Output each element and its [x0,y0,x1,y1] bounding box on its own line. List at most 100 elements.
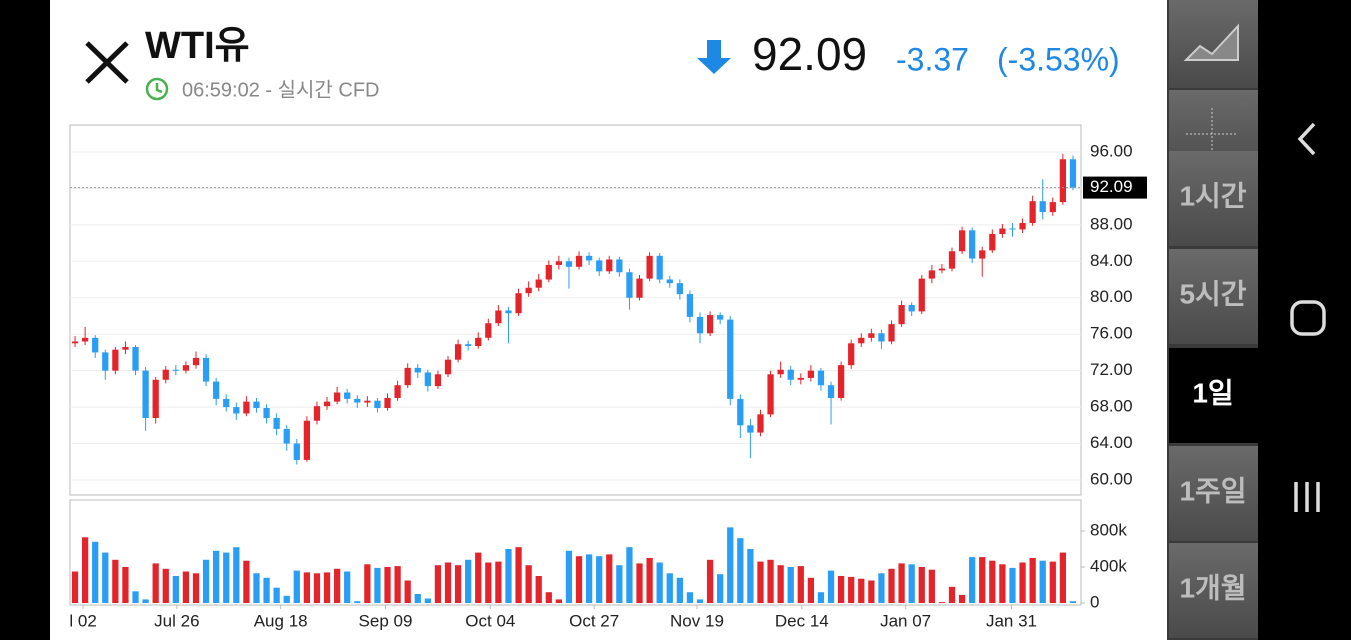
candle-body [515,293,522,314]
close-button[interactable] [85,41,129,84]
volume-bar [122,566,129,604]
candle-body [837,365,845,398]
candle-body [323,401,331,407]
candle-body [293,443,300,460]
candle-body [868,333,875,338]
volume-bar [1059,552,1067,604]
volume-bar [1049,561,1056,604]
candle-body [989,233,996,251]
volume-bar [535,576,542,604]
volume-bar [555,599,563,604]
y-tick-label: 84.00 [1090,251,1133,270]
x-tick-label: Sep 09 [359,611,413,630]
candle-body [807,370,815,378]
x-tick-label: Jan 07 [880,611,931,630]
candle-body [797,377,804,380]
volume-bar [848,576,855,604]
candle-body [142,370,149,419]
candle-body [485,323,492,338]
volume-bar [192,573,200,604]
volume-bar [495,561,502,604]
timeframe-button[interactable] [1169,348,1258,443]
volume-bar [132,591,139,604]
volume-bar [1069,601,1077,604]
volume-bar [747,548,754,604]
candle-body [958,230,966,252]
y-tick-label: 68.00 [1090,397,1133,416]
candle-body [243,401,250,414]
candle-body [757,414,764,433]
volume-bar [475,552,482,604]
candle-body [253,401,260,408]
x-tick-label: l 02 [69,611,96,630]
price: 92.09 [752,28,867,80]
volume-bar [1019,562,1026,604]
timeframe-button[interactable] [1169,249,1258,344]
volume-bar [575,556,583,604]
candle-body [636,278,643,298]
down-arrow [697,40,731,74]
candle-body [344,392,351,399]
timeframe-button[interactable] [1169,543,1258,638]
x-tick-label: Jul 26 [154,611,199,630]
volume-bar [888,568,895,604]
candle-body [1029,201,1036,224]
candle-body [787,369,794,380]
chart-panel [50,0,1167,640]
y-tick-label: 60.00 [1090,469,1133,488]
volume-bar [434,565,442,604]
last-price-box [1083,176,1147,199]
candle-body [475,337,482,347]
timeframe-label: 5시간 [1179,278,1246,309]
candle-body [414,367,421,373]
timeframe-button[interactable] [1169,151,1258,246]
volume-bar [202,559,210,604]
timeframe-label: 1시간 [1179,180,1246,211]
candle-body [817,370,825,386]
candle-body [1039,201,1046,213]
recents-button[interactable] [1294,482,1320,512]
volume-bar [465,559,472,604]
volume-bar [404,580,411,604]
volume-bar [676,577,683,604]
volume-bar [928,569,935,604]
candle-body [938,268,946,271]
candle-body [132,346,139,371]
volume-bar [444,562,452,604]
candle-body [686,294,694,317]
candle-body [747,425,754,433]
clock-icon [145,77,169,101]
candle-body [565,261,573,267]
candle-body [596,260,603,272]
volume-tick-label: 800k [1090,520,1127,539]
volume-bar [313,573,321,604]
candle-body [354,398,361,403]
candle-body [364,400,371,403]
timeframe-label: 1개월 [1179,572,1246,603]
volume-bar [727,527,734,604]
candle-body [626,272,633,298]
volume-bar [686,592,694,604]
candle-body [313,406,321,421]
candle-body [333,392,341,402]
back-button[interactable] [1297,122,1316,156]
volume-bar [908,564,915,604]
chart-type-button[interactable] [1169,0,1258,88]
volume-bar [837,576,845,604]
candle-body [434,374,442,387]
volume-bar [71,571,79,604]
candle-body [404,367,411,386]
home-button[interactable] [1290,300,1326,336]
timeframe-button[interactable] [1169,446,1258,541]
volume-bar [354,601,361,604]
candle-body [706,315,714,334]
candle-body [606,259,613,272]
candle-body [122,346,129,350]
y-tick-label: 72.00 [1090,360,1133,379]
candle-body [495,310,502,324]
x-tick-label: Oct 04 [465,611,515,630]
volume-bar [424,598,431,604]
candle-body [192,357,200,366]
volume-bar [394,566,401,604]
